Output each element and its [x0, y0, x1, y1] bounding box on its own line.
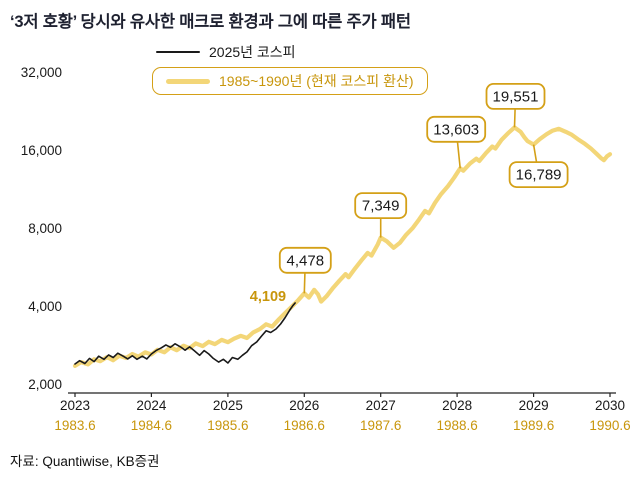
callout-box	[426, 115, 487, 143]
callout-value: 7,349	[362, 198, 400, 215]
y-tick-label: 32,000	[21, 65, 62, 80]
callout-value: 4,478	[287, 252, 325, 269]
source-note: 자료: Quantiwise, KB증권	[10, 454, 160, 469]
callout-box	[485, 83, 546, 110]
x-tick-label-top: 2026	[289, 398, 319, 413]
series-end-value: 4,109	[250, 289, 286, 305]
x-tick-label-bottom: 1984.6	[131, 418, 172, 433]
x-tick-label-top: 2029	[519, 398, 549, 413]
legend: 2025년 코스피 1985~1990년 (현재 코스피 환산)	[152, 40, 428, 95]
gold-line-swatch	[166, 78, 210, 84]
callout-box	[354, 192, 408, 220]
callout-value: 13,603	[433, 121, 479, 138]
x-tick-label-top: 2023	[60, 398, 90, 413]
legend-item-2025-kospi: 2025년 코스피	[152, 40, 300, 64]
x-tick-label-bottom: 1990.6	[589, 418, 630, 433]
kospi-1985-1990-line	[72, 125, 613, 368]
legend-item-1985-1990: 1985~1990년 (현재 코스피 환산)	[152, 67, 428, 95]
x-tick-label-top: 2025	[213, 398, 243, 413]
legend-label-2025: 2025년 코스피	[209, 44, 296, 60]
callout-value: 16,789	[516, 167, 562, 184]
chart-title: ‘3저 호황’ 당시와 유사한 매크로 환경과 그에 따른 주가 패턴	[10, 13, 411, 31]
x-tick-label-top: 2028	[442, 398, 472, 413]
x-tick-label-top: 2027	[366, 398, 396, 413]
x-tick-label-bottom: 1985.6	[207, 418, 248, 433]
x-tick-label-bottom: 1987.6	[360, 418, 401, 433]
y-tick-label: 8,000	[28, 221, 62, 236]
x-tick-label-top: 2030	[595, 398, 625, 413]
callout-box	[278, 246, 332, 274]
legend-label-1985-1990: 1985~1990년 (현재 코스피 환산)	[219, 73, 414, 89]
y-tick-label: 2,000	[28, 377, 62, 392]
y-tick-label: 4,000	[28, 299, 62, 314]
x-tick-label-bottom: 1988.6	[436, 418, 477, 433]
kospi-2025-line	[74, 302, 296, 365]
x-tick-label-bottom: 1986.6	[284, 418, 325, 433]
x-tick-label-top: 2024	[136, 398, 167, 413]
black-line-swatch	[156, 51, 200, 53]
x-tick-label-bottom: 1983.6	[54, 418, 95, 433]
y-tick-label: 16,000	[21, 143, 62, 158]
callout-value: 19,551	[493, 88, 539, 105]
x-tick-label-bottom: 1989.6	[513, 418, 554, 433]
callout-box	[508, 161, 569, 189]
